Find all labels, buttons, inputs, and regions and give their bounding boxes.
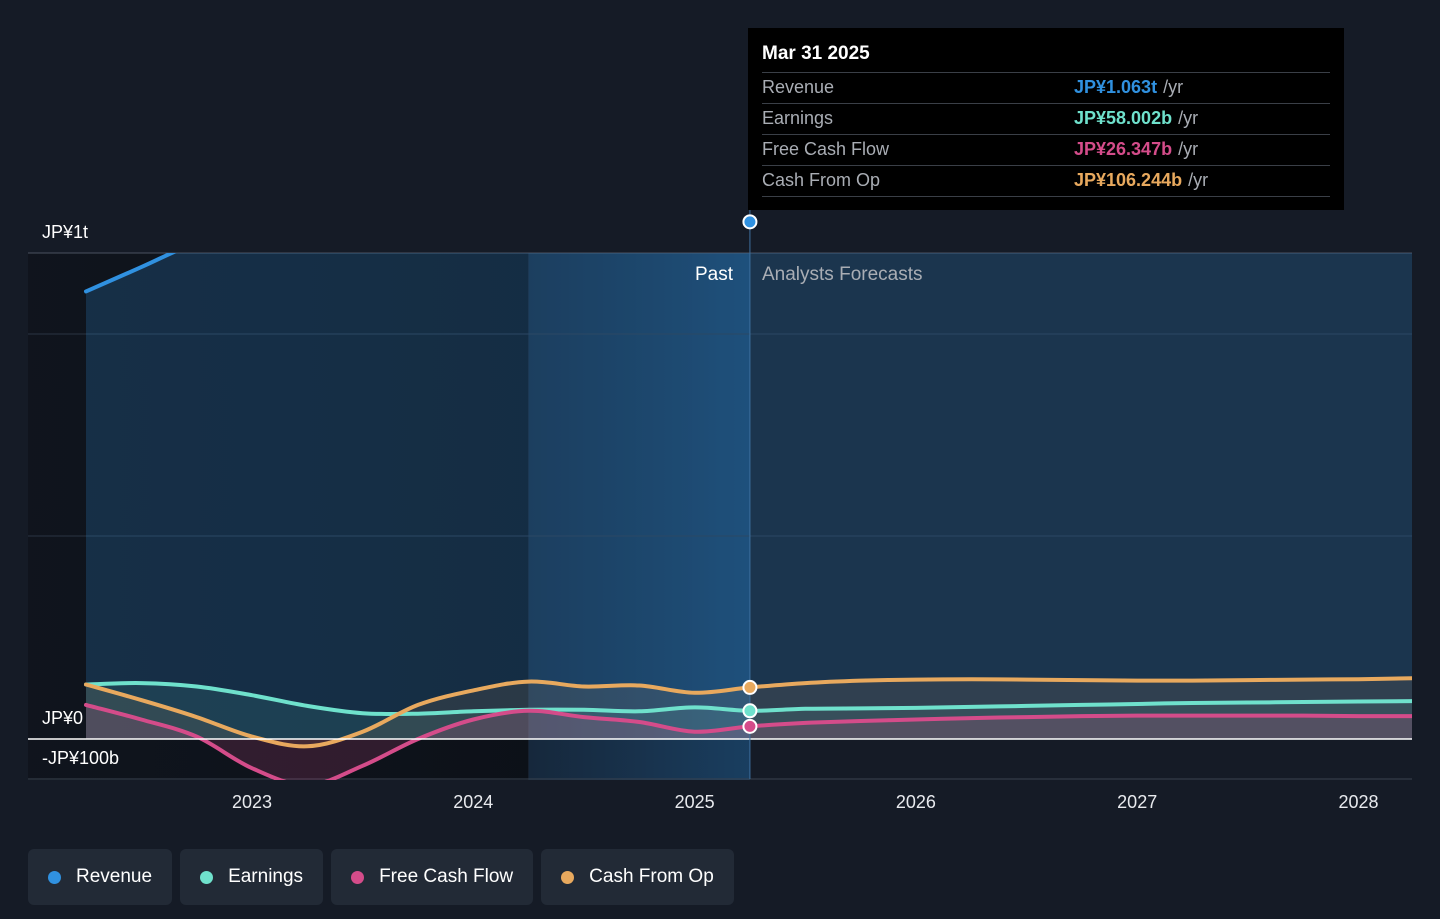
tooltip-unit: /yr [1163,77,1184,97]
tooltip-label: Revenue [762,77,835,97]
x-tick-label: 2026 [896,792,936,812]
x-tick-label: 2027 [1117,792,1157,812]
x-tick-label: 2025 [675,792,715,812]
tooltip-value: JP¥58.002b [1074,108,1173,128]
legend-item-revenue[interactable]: Revenue [28,849,173,905]
x-tick-label: 2023 [232,792,272,812]
tooltip-label: Free Cash Flow [762,139,890,159]
tooltip-value: JP¥106.244b [1074,170,1183,190]
tooltip-label: Cash From Op [762,170,881,190]
tooltip-unit: /yr [1188,170,1209,190]
legend-label: Cash From Op [589,866,714,887]
legend-dot-icon [351,870,365,884]
legend-dot-icon [561,870,575,884]
tooltip-date: Mar 31 2025 [762,42,1330,73]
legend: Revenue Earnings Free Cash Flow Cash Fro… [28,849,734,905]
marker-revenue[interactable] [742,214,758,230]
y-tick-label: JP¥0 [42,708,83,728]
tooltip-unit: /yr [1178,139,1199,159]
past-label: Past [695,264,734,285]
marker-earnings[interactable] [742,703,758,719]
x-tick-label: 2028 [1338,792,1378,812]
forecast-label: Analysts Forecasts [762,264,923,285]
tooltip-value: JP¥1.063t [1074,77,1158,97]
tooltip-row-cash-from-op: Cash From Op JP¥106.244b /yr [762,166,1330,197]
legend-item-cash-from-op[interactable]: Cash From Op [541,849,734,905]
tooltip-label: Earnings [762,108,834,128]
tooltip-value: JP¥26.347b [1074,139,1173,159]
series-area-free-cash-flow [86,704,1412,780]
y-tick-label: JP¥1t [42,222,88,242]
legend-dot-icon [200,870,214,884]
tooltip-unit: /yr [1178,108,1199,128]
y-tick-label: -JP¥100b [42,748,119,768]
series-area-revenue [86,253,1412,739]
tooltip: Mar 31 2025 Revenue JP¥1.063t /yr Earnin… [748,28,1344,210]
tooltip-row-revenue: Revenue JP¥1.063t /yr [762,73,1330,104]
tooltip-row-earnings: Earnings JP¥58.002b /yr [762,104,1330,135]
legend-dot-icon [48,870,61,884]
legend-label: Revenue [76,866,153,887]
legend-item-free-cash-flow[interactable]: Free Cash Flow [331,849,534,905]
legend-label: Free Cash Flow [379,866,514,887]
legend-item-earnings[interactable]: Earnings [180,849,324,905]
legend-label: Earnings [228,866,304,887]
marker-free-cash-flow[interactable] [742,718,758,734]
x-tick-label: 2024 [453,792,493,812]
tooltip-row-free-cash-flow: Free Cash Flow JP¥26.347b /yr [762,135,1330,166]
marker-cash-from-op[interactable] [742,679,758,695]
